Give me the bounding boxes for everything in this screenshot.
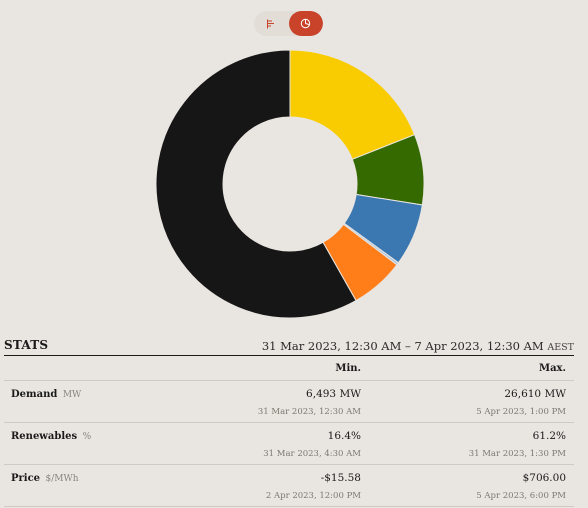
- donut-chart: [150, 44, 430, 324]
- min-cell: 6,493 MW 31 Mar 2023, 12:30 AM: [124, 380, 369, 423]
- max-timestamp: 5 Apr 2023, 6:00 PM: [476, 491, 566, 501]
- donut-slice-5[interactable]: [155, 49, 357, 319]
- timezone-label: AEST: [547, 342, 574, 353]
- metric-unit: MW: [62, 390, 82, 400]
- metric-name: Price: [11, 473, 41, 484]
- max-cell: 61.2% 31 Mar 2023, 1:30 PM: [369, 422, 574, 465]
- column-header-min: Min.: [124, 356, 369, 381]
- row-label: Renewables %: [4, 422, 124, 465]
- column-header-max: Max.: [369, 356, 574, 381]
- stats-row-price: Price $/MWh -$15.58 2 Apr 2023, 12:00 PM…: [4, 464, 574, 507]
- max-timestamp: 31 Mar 2023, 1:30 PM: [468, 449, 566, 459]
- bar-chart-toggle[interactable]: [254, 11, 289, 36]
- bar-chart-icon: [267, 19, 275, 28]
- min-timestamp: 31 Mar 2023, 4:30 AM: [263, 449, 361, 459]
- column-header-blank: [4, 356, 124, 381]
- max-value: 26,610 MW: [504, 388, 566, 400]
- metric-unit: $/MWh: [45, 474, 79, 484]
- pie-chart-icon: [301, 18, 311, 29]
- stats-table: Min. Max. Demand MW 6,493 MW 31 Mar 2023…: [4, 356, 574, 507]
- min-value: 6,493 MW: [306, 388, 361, 400]
- min-cell: -$15.58 2 Apr 2023, 12:00 PM: [124, 464, 369, 507]
- chart-type-toggle: [254, 11, 323, 36]
- row-label: Price $/MWh: [4, 464, 124, 507]
- min-timestamp: 31 Mar 2023, 12:30 AM: [257, 407, 361, 417]
- metric-unit: %: [82, 432, 92, 442]
- stats-header: STATS 31 Mar 2023, 12:30 AM – 7 Apr 2023…: [4, 336, 574, 356]
- max-cell: 26,610 MW 5 Apr 2023, 1:00 PM: [369, 380, 574, 423]
- metric-name: Demand: [11, 389, 58, 400]
- max-cell: $706.00 5 Apr 2023, 6:00 PM: [369, 464, 574, 507]
- row-label: Demand MW: [4, 380, 124, 423]
- date-range-text: 31 Mar 2023, 12:30 AM – 7 Apr 2023, 12:3…: [261, 339, 544, 353]
- max-value: 61.2%: [532, 430, 566, 442]
- min-cell: 16.4% 31 Mar 2023, 4:30 AM: [124, 422, 369, 465]
- metric-name: Renewables: [11, 431, 78, 442]
- stats-title: STATS: [4, 338, 49, 352]
- min-value: -$15.58: [320, 472, 361, 484]
- min-value: 16.4%: [327, 430, 361, 442]
- max-timestamp: 5 Apr 2023, 1:00 PM: [476, 407, 566, 417]
- date-range: 31 Mar 2023, 12:30 AM – 7 Apr 2023, 12:3…: [262, 339, 574, 353]
- stats-row-renewables: Renewables % 16.4% 31 Mar 2023, 4:30 AM …: [4, 422, 574, 465]
- max-value: $706.00: [522, 472, 566, 484]
- min-timestamp: 2 Apr 2023, 12:00 PM: [265, 491, 361, 501]
- donut-slice-0[interactable]: [289, 49, 416, 160]
- stats-row-demand: Demand MW 6,493 MW 31 Mar 2023, 12:30 AM…: [4, 380, 574, 423]
- pie-chart-toggle[interactable]: [288, 11, 323, 36]
